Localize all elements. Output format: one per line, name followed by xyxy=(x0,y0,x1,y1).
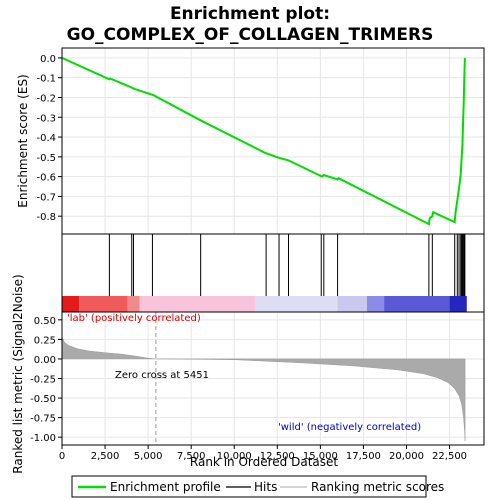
es-tick-label: -0.5 xyxy=(36,153,56,164)
ranking-metric-area xyxy=(61,336,466,442)
ranking-grid xyxy=(62,312,484,445)
x-tick-label: 17,500 xyxy=(346,451,381,462)
hits-panel xyxy=(61,233,485,313)
heat-bar-segment xyxy=(337,296,367,312)
ranking-y-label: Ranked list metric (Signal2Noise) xyxy=(11,274,25,473)
heat-bar-segment xyxy=(79,296,128,312)
es-tick-label: -0.4 xyxy=(36,133,56,144)
es-frame xyxy=(61,47,485,235)
ranking-frame xyxy=(61,311,485,446)
es-grid xyxy=(62,48,484,234)
legend-ranking-label: Ranking metric scores xyxy=(311,480,444,494)
heat-bar-segment xyxy=(366,296,385,312)
x-tick-label: 22,500 xyxy=(432,451,467,462)
ranking-y-tick-label: -0.25 xyxy=(30,375,56,386)
x-tick-label: 12,500 xyxy=(260,451,295,462)
legend-enrichment-label: Enrichment profile xyxy=(110,480,221,494)
heat-bar-segment xyxy=(62,296,80,312)
positive-correlation-label: 'lab' (positively correlated) xyxy=(67,313,201,324)
heat-bar-segment xyxy=(139,296,255,312)
negative-correlation-label: 'wild' (negatively correlated) xyxy=(278,422,421,433)
es-tick-label: -0.7 xyxy=(36,192,56,203)
es-tick-label: -0.1 xyxy=(36,74,56,85)
legend: Enrichment profile Hits Ranking metric s… xyxy=(71,475,444,498)
es-tick-label: -0.8 xyxy=(36,212,56,223)
enrichment-profile-line xyxy=(61,56,466,226)
legend-hits-label: Hits xyxy=(254,480,277,494)
ranking-y-tick-label: 0.00 xyxy=(34,355,56,366)
heat-bar-segment xyxy=(384,296,450,312)
x-tick-label: 7,500 xyxy=(177,451,206,462)
hit-markers xyxy=(108,234,466,296)
enrichment-panel: 0.0 -0.1 -0.2 -0.3 -0.4 -0.5 -0.6 -0.7 -0.8 Enri… xyxy=(16,47,485,235)
x-tick-label: 0 xyxy=(59,451,65,462)
es-tick-label: -0.3 xyxy=(36,113,56,124)
x-tick-label: 2,500 xyxy=(91,451,120,462)
ranking-y-axis: 0.50 0.25 0.00 -0.25 -0.50 -0.75 -1.00 xyxy=(30,316,62,444)
es-y-axis: 0.0 -0.1 -0.2 -0.3 -0.4 -0.5 -0.6 -0.7 -0.8 xyxy=(36,54,62,223)
title: Enrichment plot: GO_COMPLEX_OF_COLLAGEN_… xyxy=(67,4,434,45)
heat-bar-segment xyxy=(449,296,467,312)
ranking-y-tick-label: 0.25 xyxy=(34,335,56,346)
title-line-1: Enrichment plot: xyxy=(170,4,330,24)
rank-heat-bar xyxy=(62,296,467,312)
es-y-label: Enrichment score (ES) xyxy=(16,74,30,207)
es-tick-label: -0.6 xyxy=(36,173,56,184)
heat-bar-segment xyxy=(127,296,140,312)
ranking-y-tick-label: -0.50 xyxy=(30,394,56,405)
x-tick-label: 10,000 xyxy=(217,451,252,462)
ranking-y-tick-label: -0.75 xyxy=(30,414,56,425)
ranking-y-tick-label: 0.50 xyxy=(34,316,56,327)
x-tick-label: 20,000 xyxy=(389,451,424,462)
title-line-2: GO_COMPLEX_OF_COLLAGEN_TRIMERS xyxy=(67,25,434,45)
ranking-x-axis: 0 2,500 5,000 7,500 10,000 12,500 15,000 17,500… xyxy=(59,445,467,462)
x-tick-label: 5,000 xyxy=(134,451,163,462)
zero-cross-label: Zero cross at 5451 xyxy=(115,370,209,381)
es-tick-label: -0.2 xyxy=(36,93,56,104)
ranking-panel: 0.50 0.25 0.00 -0.25 -0.50 -0.75 -1.00 0 2,500 5… xyxy=(11,274,485,474)
heat-bar-segment xyxy=(254,296,338,312)
es-tick-label: 0.0 xyxy=(40,54,56,65)
x-tick-label: 15,000 xyxy=(303,451,338,462)
ranking-y-tick-label: -1.00 xyxy=(30,433,56,444)
x-axis-label: Rank in Ordered Dataset xyxy=(190,455,338,469)
